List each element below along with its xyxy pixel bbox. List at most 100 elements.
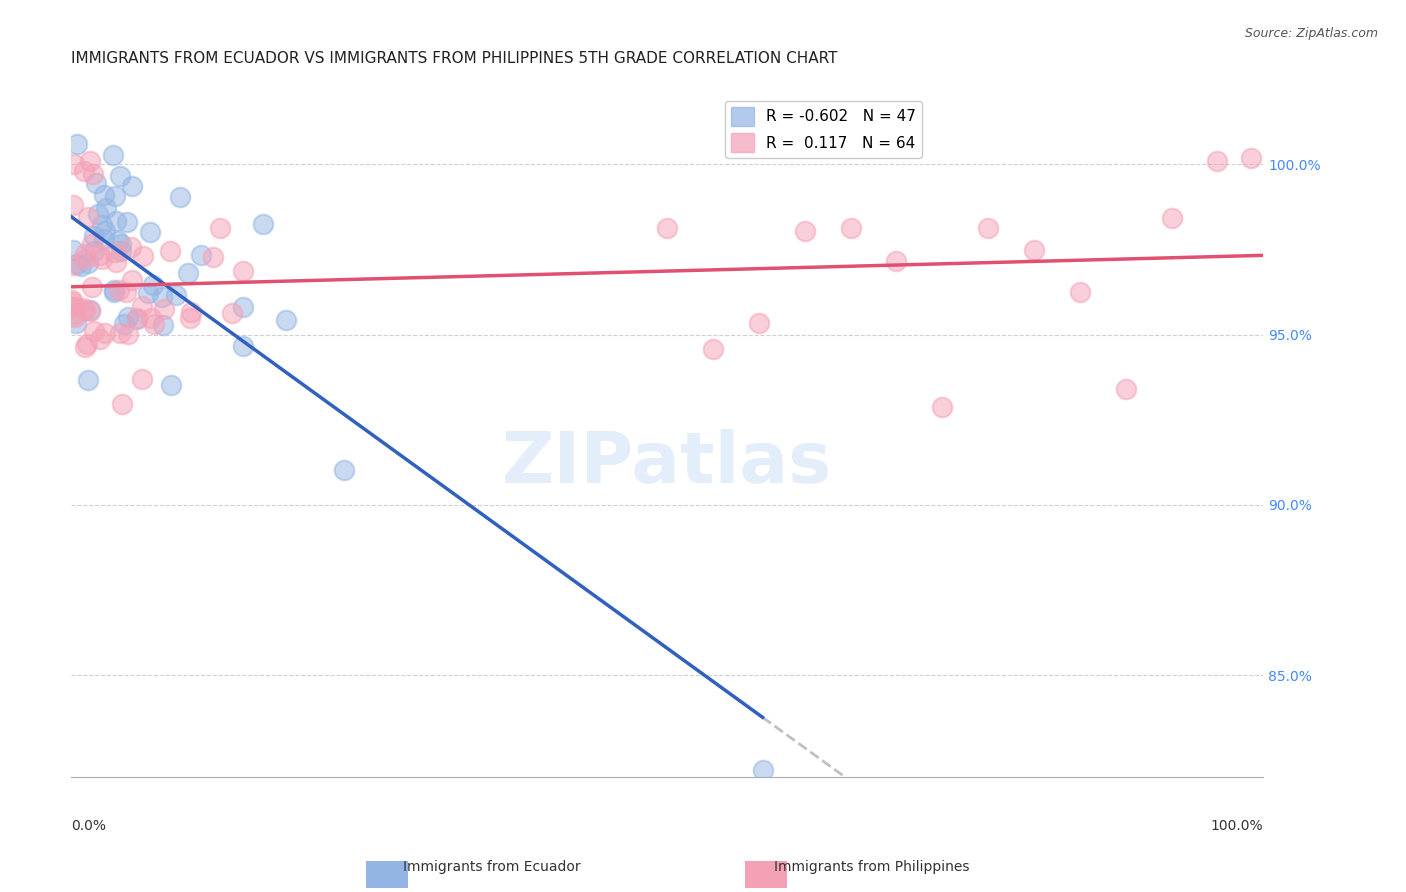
Point	[839, 220, 862, 235]
Point	[79, 303, 101, 318]
Point	[65, 316, 87, 330]
Point	[72, 301, 94, 315]
Point	[103, 285, 125, 299]
Point	[131, 299, 153, 313]
Point	[77, 211, 100, 225]
Point	[121, 273, 143, 287]
Point	[136, 286, 159, 301]
Point	[1115, 382, 1137, 396]
Point	[112, 317, 135, 331]
Point	[62, 294, 84, 309]
Point	[62, 243, 84, 257]
Point	[76, 373, 98, 387]
Point	[87, 207, 110, 221]
Text: 0.0%: 0.0%	[72, 819, 107, 833]
Point	[83, 244, 105, 258]
Point	[751, 764, 773, 778]
Point	[117, 310, 139, 324]
Point	[274, 313, 297, 327]
Point	[77, 256, 100, 270]
Point	[110, 244, 132, 259]
Point	[977, 221, 1000, 235]
Point	[83, 324, 105, 338]
Point	[103, 284, 125, 298]
Point	[105, 255, 128, 269]
Point	[150, 290, 173, 304]
Text: Immigrants from Philippines: Immigrants from Philippines	[773, 860, 970, 874]
Point	[79, 154, 101, 169]
Text: Source: ZipAtlas.com: Source: ZipAtlas.com	[1244, 27, 1378, 40]
Point	[93, 188, 115, 202]
Point	[62, 300, 84, 314]
Point	[702, 343, 724, 357]
Point	[62, 258, 84, 272]
Point	[62, 293, 84, 307]
Point	[886, 254, 908, 268]
Point	[89, 332, 111, 346]
Point	[748, 316, 770, 330]
Point	[93, 224, 115, 238]
Point	[152, 318, 174, 332]
Point	[73, 246, 96, 260]
Point	[62, 197, 84, 211]
Point	[104, 189, 127, 203]
Point	[1069, 285, 1091, 299]
Point	[104, 245, 127, 260]
Point	[232, 338, 254, 352]
Point	[139, 225, 162, 239]
Point	[76, 337, 98, 351]
Point	[190, 248, 212, 262]
Point	[75, 252, 97, 266]
Point	[176, 267, 198, 281]
Point	[142, 277, 165, 292]
Point	[153, 301, 176, 316]
Point	[115, 215, 138, 229]
Point	[131, 372, 153, 386]
Point	[232, 264, 254, 278]
Point	[79, 302, 101, 317]
Point	[117, 326, 139, 341]
Point	[202, 250, 225, 264]
Point	[221, 305, 243, 319]
Point	[91, 218, 114, 232]
Point	[159, 377, 181, 392]
Point	[63, 310, 86, 324]
Point	[108, 169, 131, 184]
Legend: R = -0.602   N = 47, R =  0.117   N = 64: R = -0.602 N = 47, R = 0.117 N = 64	[724, 101, 922, 158]
Point	[121, 179, 143, 194]
Point	[107, 234, 129, 248]
Point	[143, 317, 166, 331]
Point	[94, 201, 117, 215]
Point	[82, 167, 104, 181]
Point	[657, 220, 679, 235]
Point	[159, 244, 181, 259]
Point	[180, 305, 202, 319]
Point	[108, 326, 131, 341]
Point	[65, 136, 87, 151]
Point	[89, 248, 111, 262]
Point	[1206, 154, 1229, 169]
Point	[333, 463, 356, 477]
Point	[232, 300, 254, 314]
Point	[73, 164, 96, 178]
Text: ZIPatlas: ZIPatlas	[502, 429, 832, 498]
Point	[80, 280, 103, 294]
Point	[101, 147, 124, 161]
Point	[793, 224, 815, 238]
Point	[931, 400, 953, 414]
Point	[63, 300, 86, 314]
Point	[91, 252, 114, 266]
Point	[1160, 211, 1182, 226]
Point	[114, 285, 136, 299]
Point	[83, 229, 105, 244]
Point	[1022, 243, 1045, 257]
Text: Immigrants from Ecuador: Immigrants from Ecuador	[404, 860, 581, 874]
Point	[139, 311, 162, 326]
Point	[105, 214, 128, 228]
Point	[84, 176, 107, 190]
Point	[82, 236, 104, 251]
Point	[125, 310, 148, 325]
Point	[132, 249, 155, 263]
Point	[169, 190, 191, 204]
Point	[75, 340, 97, 354]
